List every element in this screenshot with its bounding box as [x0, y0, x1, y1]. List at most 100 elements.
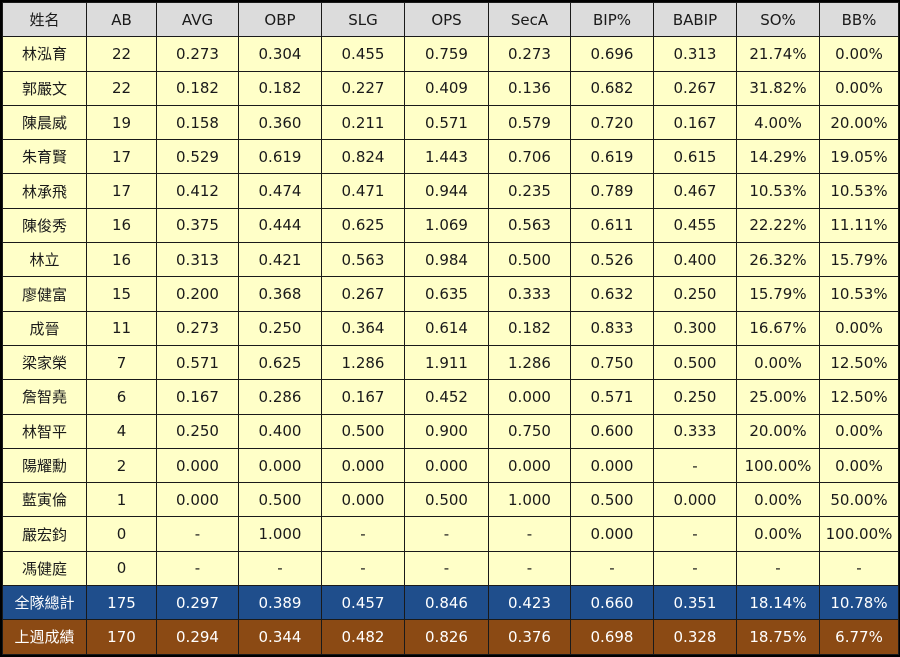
cell-slg: 0.211 [322, 105, 404, 140]
cell-seca: 0.136 [489, 71, 570, 105]
cell-slg: 0.563 [322, 243, 404, 277]
player-name: 林智平 [3, 414, 86, 448]
cell-seca: 0.000 [489, 380, 570, 414]
cell-so-pct: 18.14% [737, 586, 819, 620]
cell-bb-pct: 10.53% [820, 174, 898, 208]
cell-ops: 0.944 [405, 174, 488, 208]
cell-obp: 0.389 [239, 586, 321, 620]
cell-so-pct: 25.00% [737, 380, 819, 414]
column-header-slg: SLG [322, 3, 404, 37]
column-header-avg: AVG [157, 3, 238, 37]
table-row: 陳俊秀 16 0.375 0.444 0.625 1.069 0.563 0.611 0.455… [3, 208, 898, 243]
player-name: 陳俊秀 [3, 208, 86, 243]
team-total-row-label: 全隊總計 [3, 586, 86, 620]
cell-bip-pct: 0.750 [571, 345, 653, 380]
cell-obp: 0.182 [239, 71, 321, 105]
column-header-name: 姓名 [3, 3, 86, 37]
cell-bb-pct: 11.11% [820, 208, 898, 243]
cell-avg: 0.294 [157, 620, 238, 654]
cell-avg: 0.000 [157, 483, 238, 517]
cell-avg: 0.273 [157, 37, 238, 71]
cell-seca: 0.579 [489, 105, 570, 140]
cell-ab: 15 [87, 277, 156, 311]
cell-slg: 0.471 [322, 174, 404, 208]
cell-babip: 0.351 [654, 586, 736, 620]
cell-obp: 0.360 [239, 105, 321, 140]
player-name: 林承飛 [3, 174, 86, 208]
cell-obp: - [239, 551, 321, 586]
cell-ops: 0.900 [405, 414, 488, 448]
cell-babip: - [654, 551, 736, 586]
cell-bb-pct: 10.53% [820, 277, 898, 311]
table-row: 郭嚴文 22 0.182 0.182 0.227 0.409 0.136 0.682 0.267… [3, 71, 898, 105]
team-total-row: 全隊總計 175 0.297 0.389 0.457 0.846 0.423 0.660 0.3… [3, 586, 898, 620]
cell-bb-pct: 0.00% [820, 37, 898, 71]
cell-avg: - [157, 551, 238, 586]
table-row: 林立 16 0.313 0.421 0.563 0.984 0.500 0.526 0.400 2… [3, 243, 898, 277]
cell-seca: 0.235 [489, 174, 570, 208]
player-name: 馮健庭 [3, 551, 86, 586]
cell-babip: 0.400 [654, 243, 736, 277]
cell-babip: 0.300 [654, 311, 736, 345]
cell-so-pct: 14.29% [737, 140, 819, 174]
table-row: 嚴宏鈞 0-1.000- - -0.000-0.00% 100.00% [3, 517, 898, 551]
cell-seca: 1.286 [489, 345, 570, 380]
cell-ops: 0.571 [405, 105, 488, 140]
cell-slg: 0.227 [322, 71, 404, 105]
cell-obp: 0.304 [239, 37, 321, 71]
cell-ab: 11 [87, 311, 156, 345]
cell-avg: - [157, 517, 238, 551]
cell-obp: 0.344 [239, 620, 321, 654]
cell-babip: 0.000 [654, 483, 736, 517]
cell-ab: 6 [87, 380, 156, 414]
cell-bip-pct: 0.611 [571, 208, 653, 243]
cell-avg: 0.250 [157, 414, 238, 448]
table-body: 林泓育 22 0.273 0.304 0.455 0.759 0.273 0.696 0.313… [3, 37, 898, 654]
table-row: 陳晨威 19 0.158 0.360 0.211 0.571 0.579 0.720 0.167… [3, 105, 898, 140]
cell-avg: 0.375 [157, 208, 238, 243]
cell-seca: 0.000 [489, 448, 570, 483]
cell-obp: 0.444 [239, 208, 321, 243]
cell-slg: 0.457 [322, 586, 404, 620]
cell-ops: 0.984 [405, 243, 488, 277]
cell-seca: - [489, 551, 570, 586]
cell-obp: 0.400 [239, 414, 321, 448]
cell-babip: 0.167 [654, 105, 736, 140]
cell-avg: 0.182 [157, 71, 238, 105]
cell-slg: 0.000 [322, 448, 404, 483]
cell-bb-pct: 0.00% [820, 71, 898, 105]
cell-so-pct: 10.53% [737, 174, 819, 208]
cell-babip: 0.250 [654, 277, 736, 311]
table-row: 馮健庭 0- - - - - - - - - [3, 551, 898, 586]
cell-bip-pct: 0.632 [571, 277, 653, 311]
table-row: 梁家榮 7 0.571 0.625 1.286 1.911 1.286 0.750 0.500 0… [3, 345, 898, 380]
cell-ab: 175 [87, 586, 156, 620]
cell-ab: 22 [87, 71, 156, 105]
cell-seca: 0.376 [489, 620, 570, 654]
cell-so-pct: 20.00% [737, 414, 819, 448]
cell-bip-pct: 0.696 [571, 37, 653, 71]
table-row: 林智平 4 0.250 0.400 0.500 0.900 0.750 0.600 0.333 2… [3, 414, 898, 448]
cell-so-pct: 15.79% [737, 277, 819, 311]
cell-bb-pct: 0.00% [820, 448, 898, 483]
cell-ab: 7 [87, 345, 156, 380]
table-row: 廖健富 15 0.200 0.368 0.267 0.635 0.333 0.632 0.250… [3, 277, 898, 311]
column-header-obp: OBP [239, 3, 321, 37]
cell-babip: 0.267 [654, 71, 736, 105]
cell-ops: - [405, 517, 488, 551]
cell-slg: 1.286 [322, 345, 404, 380]
cell-seca: 0.423 [489, 586, 570, 620]
cell-avg: 0.571 [157, 345, 238, 380]
cell-bip-pct: 0.000 [571, 448, 653, 483]
cell-bip-pct: 0.660 [571, 586, 653, 620]
cell-so-pct: 16.67% [737, 311, 819, 345]
table-row: 陽耀勳 2 0.000 0.000 0.000 0.000 0.000 0.000-100.0… [3, 448, 898, 483]
cell-slg: 0.500 [322, 414, 404, 448]
cell-ab: 0 [87, 551, 156, 586]
table-row: 成晉 11 0.273 0.250 0.364 0.614 0.182 0.833 0.300 1… [3, 311, 898, 345]
cell-so-pct: 18.75% [737, 620, 819, 654]
cell-bb-pct: 50.00% [820, 483, 898, 517]
cell-slg: 0.000 [322, 483, 404, 517]
cell-obp: 1.000 [239, 517, 321, 551]
cell-bb-pct: 15.79% [820, 243, 898, 277]
